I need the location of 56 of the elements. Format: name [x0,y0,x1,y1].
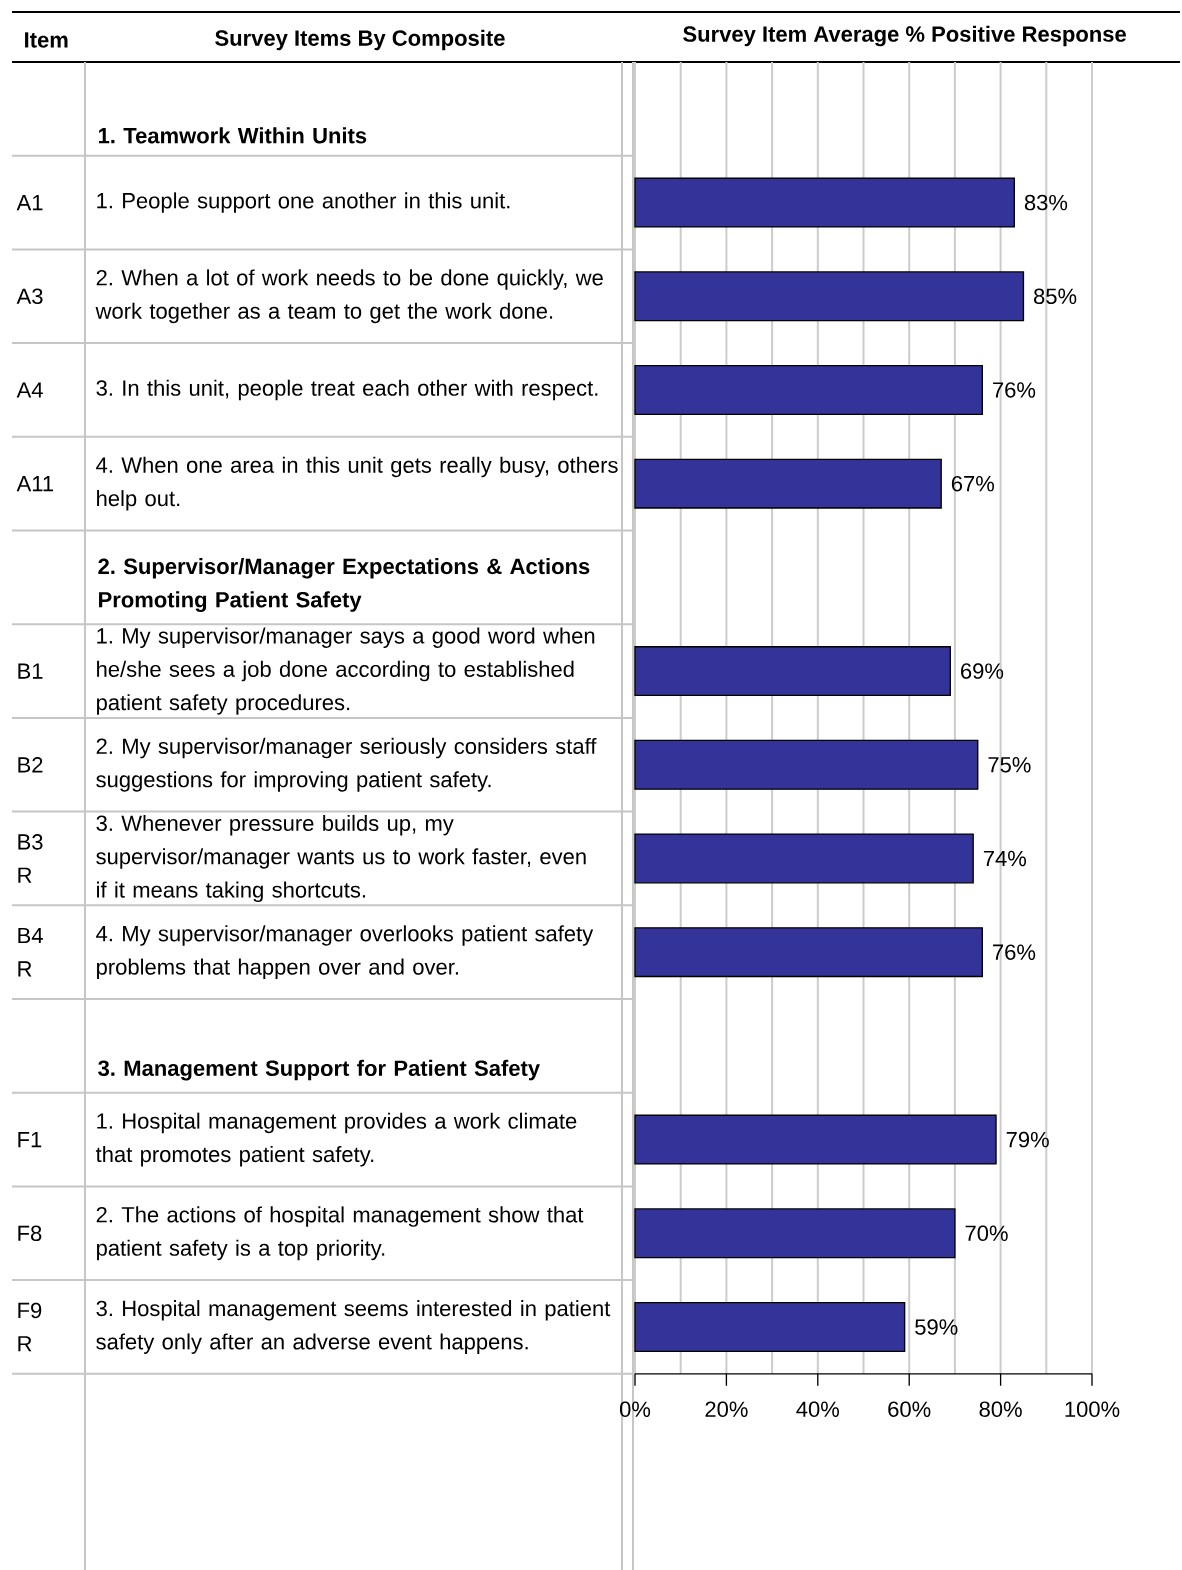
text: F1 [18,1132,42,1148]
data-label: 74% [983,850,1027,867]
bar [634,833,974,884]
y-tick-label: 2. When a lot of work needs to be done quickly, we work together as a team to get the work done. [95,269,603,324]
text: F8 [18,1225,42,1242]
y-tick-label: 3. In this unit, people treat each other with respect. [96,379,598,401]
x-tick-label: 40% [796,1401,840,1417]
text: B3 R [18,834,43,883]
text: A1 [16,195,43,211]
text: F9 R [18,1302,42,1352]
text: A3 [16,288,43,305]
bar [634,927,983,978]
text: 1. Teamwork Within Units [98,127,367,144]
data-label: 79% [1006,1131,1049,1148]
bar [634,1301,906,1353]
text: Survey Items By Composite [215,29,505,51]
bar [634,177,1015,228]
bar [634,1114,997,1165]
y-tick-label: 1. Hospital management provides a work climate that promotes patient safety. [95,1112,577,1167]
text: A4 [16,382,43,398]
text: Item [25,32,68,48]
text: 2. Supervisor/Manager Expectations & Actions Promoting Patient Safety [98,558,590,612]
bar [634,364,983,416]
bar [634,1208,956,1259]
data-label: 76% [993,944,1036,960]
chart-title: Survey Item Average % Positive Response [683,25,1126,47]
bar [634,646,951,697]
data-label: 76% [993,382,1036,398]
text: B2 [18,757,43,773]
text: B1 [18,663,43,679]
y-tick-label: 3. Hospital management seems interested in patient safety only after an adverse event happens. [96,1300,611,1354]
data-label: 83% [1024,194,1068,211]
data-label: 70% [965,1225,1008,1242]
y-tick-label: 3. Whenever pressure builds up, my supervisor/manager wants us to work faster, even if it means taking shortcuts. [96,814,586,903]
data-label: 59% [915,1319,958,1335]
data-label: 75% [988,757,1031,773]
y-tick-label: 4. When one area in this unit gets really busy, others help out. [96,456,618,511]
data-label: 69% [961,663,1004,679]
data-label: 67% [951,475,995,492]
text: 3. Management Support for Patient Safety [98,1059,540,1081]
text: A11 [16,476,54,492]
data-label: 85% [1034,288,1077,305]
x-tick-label: 0% [619,1401,651,1417]
y-tick-label: 1. People support one another in this unit. [97,192,510,213]
bar [634,739,979,790]
y-tick-label: 4. My supervisor/manager overlooks patient safety problems that happen over and over. [96,925,594,980]
bar [634,458,942,509]
x-tick-label: 100% [1065,1401,1120,1417]
x-tick-label: 20% [705,1401,748,1417]
text: B4 R [18,927,43,977]
y-tick-label: 1. My supervisor/manager says a good word when he/she sees a job done according to established patient safety procedures. [97,627,595,715]
x-tick-label: 80% [979,1401,1022,1417]
bar [634,271,1025,322]
x-tick-label: 60% [888,1401,931,1417]
y-tick-label: 2. The actions of hospital management show that patient safety is a top priority. [96,1206,584,1261]
y-tick-label: 2. My supervisor/manager seriously considers staff suggestions for improving patient safety. [96,737,597,792]
